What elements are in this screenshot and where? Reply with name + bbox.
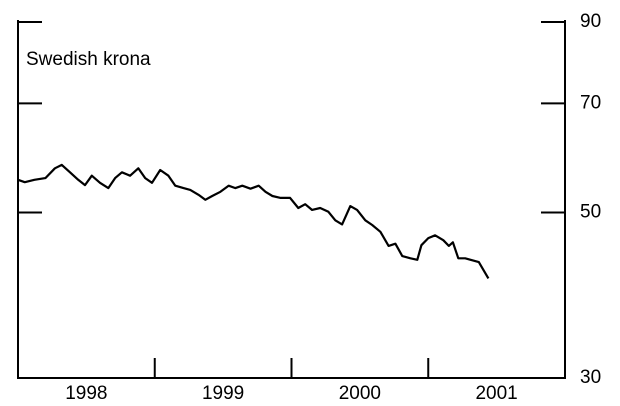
- y-tick-label: 70: [580, 92, 601, 113]
- x-tick-label: 2000: [339, 383, 381, 404]
- y-tick-label: 30: [580, 367, 601, 388]
- data-line: [17, 163, 490, 279]
- y-tick-label: 50: [580, 201, 601, 222]
- x-tick-label: 1999: [202, 383, 244, 404]
- chart-title: Swedish krona: [26, 49, 151, 70]
- x-tick-label: 1998: [65, 383, 107, 404]
- y-tick-label: 90: [580, 11, 601, 32]
- x-tick-label: 2001: [475, 383, 517, 404]
